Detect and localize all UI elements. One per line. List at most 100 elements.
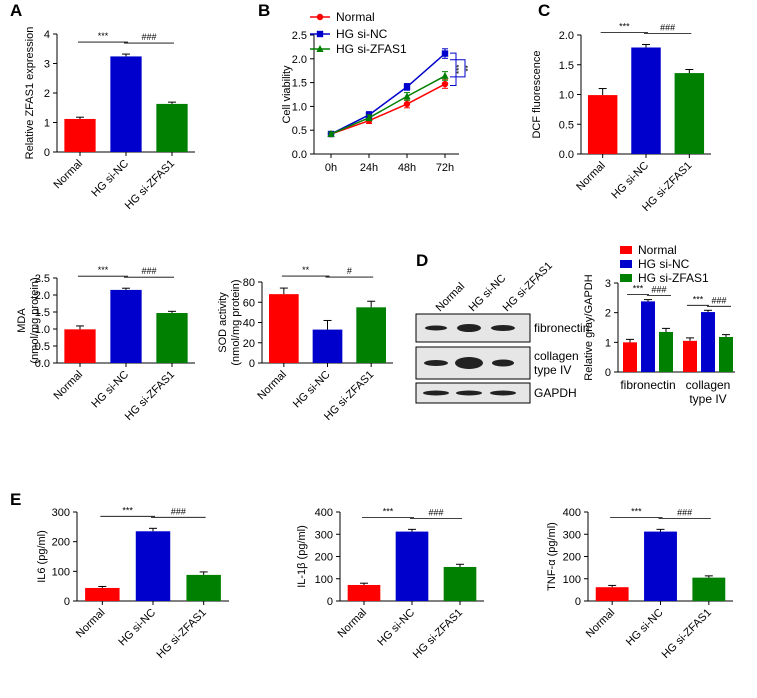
chart-SOD-y-label-unit: (nmol/mg protein) <box>230 279 242 365</box>
chart-IL6-sig-label: ### <box>171 506 186 516</box>
chart-D-legend-label: HG si-ZFAS1 <box>638 271 709 285</box>
chart-D-x-tick-label-2: type IV <box>689 392 726 406</box>
chart-A-bar <box>156 103 188 152</box>
chart-B-y-tick-label: 0.0 <box>292 149 307 161</box>
chart-A-x-tick-label: HG si-NC <box>89 158 131 200</box>
chart-C-sig-label: *** <box>619 22 630 32</box>
chart-MDA-bar <box>156 313 188 363</box>
chart-IL1b-x-tick-label: HG si-NC <box>375 607 417 649</box>
chart-D-bar <box>701 312 715 372</box>
chart-SOD-y-tick-label: 0 <box>249 358 255 370</box>
chart-IL6-bar <box>85 587 120 601</box>
blot-band <box>424 360 448 366</box>
chart-B-legend-label: HG si-NC <box>336 27 388 41</box>
chart-D-x-tick-label: fibronectin <box>620 378 675 392</box>
chart-B-point <box>403 92 411 100</box>
chart-IL6-y-tick-label: 200 <box>52 537 70 549</box>
chart-TNF-x-tick-label: HG si-ZFAS1 <box>660 607 714 661</box>
chart-IL6-y-tick-label: 100 <box>52 566 70 578</box>
chart-MDA-sig-label: ### <box>141 266 156 276</box>
chart-B-x-tick-label: 24h <box>360 162 378 174</box>
chart-C-sig-label: ### <box>660 23 675 33</box>
chart-MDA-x-tick-label: Normal <box>52 369 86 403</box>
chart-MDA-y-tick-label: 1.0 <box>35 324 50 336</box>
chart-IL1b-x-tick-label: HG si-ZFAS1 <box>411 607 465 661</box>
chart-B-x-tick-label: 0h <box>325 162 337 174</box>
chart-A-y-tick-label: 0 <box>44 147 50 159</box>
chart-B-y-tick-label: 2.0 <box>292 54 307 66</box>
chart-A-y-tick-label: 3 <box>44 59 50 71</box>
chart-B-sig-bracket <box>450 52 457 86</box>
chart-MDA-y-label: MDA <box>16 308 28 333</box>
chart-IL1b-bar <box>443 566 477 601</box>
chart-SOD-bar <box>312 329 343 363</box>
chart-MDA-y-tick-label: 2.0 <box>35 290 50 302</box>
chart-IL1b-bar <box>395 531 429 601</box>
chart-B-y-tick-label: 2.5 <box>292 30 307 42</box>
chart-MDA-x-tick-label: HG si-ZFAS1 <box>123 369 177 423</box>
chart-D-bar <box>641 301 655 372</box>
chart-C-bar <box>674 73 705 154</box>
chart-IL6-y-tick-label: 0 <box>64 596 70 608</box>
chart-A-sig-label: *** <box>98 31 109 41</box>
chart-TNF-bar <box>692 577 726 601</box>
chart-A-y-tick-label: 1 <box>44 118 50 130</box>
chart-D-legend-swatch <box>620 246 632 254</box>
chart-D-bar <box>623 342 637 372</box>
chart-B-point <box>403 100 411 108</box>
chart-C-x-tick-label: Normal <box>574 160 608 194</box>
chart-IL1b-y-tick-label: 0 <box>327 596 333 608</box>
blot-row-label: collagen <box>534 349 579 363</box>
chart-IL1b-y-tick-label: 200 <box>315 552 333 564</box>
panel-letter-D: D <box>416 251 428 270</box>
chart-SOD-x-tick-label: HG si-NC <box>291 369 333 411</box>
chart-B-point <box>441 71 449 79</box>
chart-SOD-y-tick-label: 80 <box>243 277 255 289</box>
chart-B-y-label: Cell viability <box>281 65 293 124</box>
blot-band <box>456 390 482 396</box>
chart-B-point <box>403 83 411 91</box>
chart-D-y-label: Relative gray/GAPDH <box>583 274 595 380</box>
chart-C-x-tick-label: HG si-NC <box>609 160 651 202</box>
chart-B-point <box>441 80 449 88</box>
chart-C-y-tick-label: 2.0 <box>559 30 574 42</box>
chart-TNF-bar <box>644 531 677 601</box>
chart-B-x-tick-label: 48h <box>398 162 416 174</box>
chart-B-y-tick-label: 0.5 <box>292 125 307 137</box>
chart-C-y-tick-label: 1.0 <box>559 90 574 102</box>
chart-IL6-bar <box>186 574 221 601</box>
chart-B-point <box>365 113 373 121</box>
chart-D-sig-label: ### <box>711 295 726 305</box>
chart-D-bar <box>683 340 697 372</box>
chart-D-x-tick-label: collagen <box>686 378 731 392</box>
blot-row-label-2: type IV <box>534 363 571 377</box>
chart-IL1b-y-tick-label: 400 <box>315 507 333 519</box>
chart-B-series-line <box>330 53 446 135</box>
chart-D-y-tick-label: 2 <box>605 308 611 320</box>
chart-D-y-tick-label: 0 <box>605 367 611 379</box>
chart-D-legend-swatch <box>620 260 632 268</box>
chart-B-sig-bracket <box>450 59 466 78</box>
chart-MDA-y-tick-label: 0.5 <box>35 341 50 353</box>
chart-IL1b-sig-label: *** <box>383 506 394 516</box>
chart-B-series-line <box>330 83 446 135</box>
chart-B-legend-marker <box>316 45 324 52</box>
chart-D-sig-label: ### <box>651 285 666 295</box>
chart-MDA-y-label-unit: (nmol/mg protein) <box>29 277 41 363</box>
blot-row-label: fibronectin <box>534 321 589 335</box>
chart-MDA-y-tick-label: 2.5 <box>35 273 50 285</box>
chart-IL1b-bar <box>347 584 381 601</box>
blot-lane-label: HG si-ZFAS1 <box>501 260 555 314</box>
chart-C-y-tick-label: 1.5 <box>559 60 574 72</box>
panel-letter-C: C <box>538 1 550 20</box>
chart-SOD-bar <box>356 307 387 363</box>
chart-SOD-y-tick-label: 60 <box>243 297 255 309</box>
chart-D-y-tick-label: 1 <box>605 337 611 349</box>
chart-TNF-sig-label: *** <box>631 506 642 516</box>
chart-IL6-y-label: IL6 (pg/ml) <box>36 530 48 583</box>
blot-band <box>490 390 516 396</box>
chart-TNF-y-label: TNF-α (pg/ml) <box>546 522 558 591</box>
chart-B-y-tick-label: 1.0 <box>292 101 307 113</box>
chart-SOD-x-tick-label: Normal <box>255 369 289 403</box>
chart-B-y-tick-label: 1.5 <box>292 78 307 90</box>
